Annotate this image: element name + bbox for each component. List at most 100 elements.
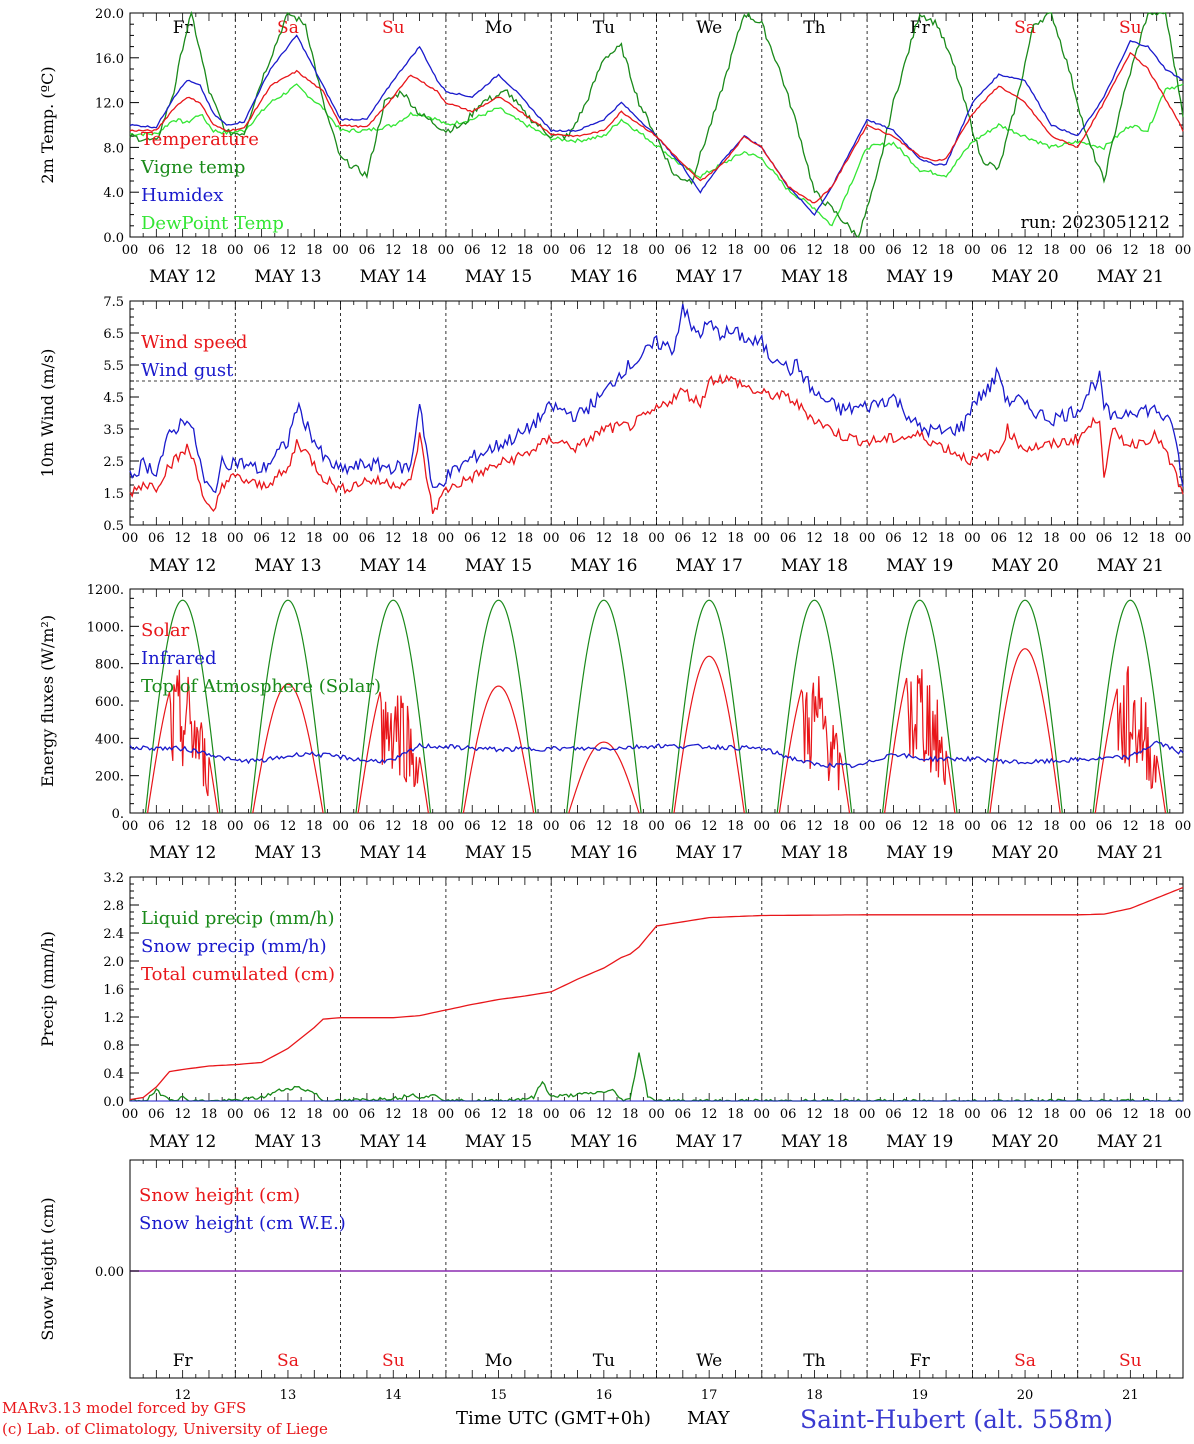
day-number-label: 21: [1122, 1388, 1139, 1403]
date-label: MAY 16: [570, 843, 637, 863]
date-label: MAY 16: [570, 267, 637, 287]
hour-tick-label: 06: [885, 819, 902, 834]
hour-tick-label: 00: [1069, 531, 1086, 546]
hour-tick-label: 12: [1017, 243, 1034, 258]
hour-tick-label: 00: [964, 243, 981, 258]
hour-tick-label: 18: [517, 243, 534, 258]
hour-tick-label: 18: [727, 1107, 744, 1122]
date-label: MAY 13: [254, 1132, 321, 1152]
y-tick-label: 0.0: [103, 1095, 124, 1110]
hour-tick-label: 00: [332, 531, 349, 546]
hour-tick-label: 00: [227, 243, 244, 258]
hour-tick-label: 00: [227, 531, 244, 546]
weekday-label: Fr: [910, 18, 931, 38]
y-axis-label: 2m Temp. (ºC): [38, 66, 57, 183]
hour-tick-label: 12: [174, 819, 191, 834]
hour-tick-label: 06: [885, 1107, 902, 1122]
hour-tick-label: 06: [569, 819, 586, 834]
y-axis-label: Precip (mm/h): [38, 931, 57, 1047]
hour-tick-label: 18: [1043, 819, 1060, 834]
hour-tick-label: 18: [517, 819, 534, 834]
day-number-label: 16: [596, 1388, 613, 1403]
legend-entry: Infrared: [141, 648, 216, 669]
date-label: MAY 20: [991, 843, 1058, 863]
date-label: MAY 18: [781, 1132, 848, 1152]
date-label: MAY 21: [1097, 843, 1164, 863]
hour-tick-label: 00: [438, 243, 455, 258]
hour-tick-label: 12: [385, 1107, 402, 1122]
hour-tick-label: 06: [1096, 531, 1113, 546]
day-number-label: 13: [280, 1388, 297, 1403]
weekday-label: We: [696, 18, 722, 38]
weekday-label: Fr: [910, 1351, 931, 1371]
hour-tick-label: 18: [1148, 531, 1165, 546]
date-label: MAY 18: [781, 843, 848, 863]
y-tick-label: 8.0: [103, 141, 124, 156]
y-tick-label: 1000.: [87, 620, 124, 635]
date-label: MAY 20: [991, 1132, 1058, 1152]
series-line-total-cumulated: [129, 886, 1184, 1101]
y-tick-label: 1.5: [103, 487, 124, 502]
hour-tick-label: 00: [1175, 243, 1192, 258]
hour-tick-label: 00: [648, 1107, 665, 1122]
hour-tick-label: 12: [280, 1107, 297, 1122]
series-line-temperature: [129, 51, 1184, 204]
hour-tick-label: 12: [1122, 1107, 1139, 1122]
hour-tick-label: 06: [780, 243, 797, 258]
hour-tick-label: 18: [411, 243, 428, 258]
hour-tick-label: 18: [622, 1107, 639, 1122]
day-number-label: 17: [701, 1388, 718, 1403]
hour-tick-label: 12: [806, 531, 823, 546]
date-label: MAY 16: [570, 556, 637, 576]
day-number-label: 14: [385, 1388, 402, 1403]
weekday-label: Su: [1119, 1351, 1142, 1371]
hour-tick-label: 00: [1175, 1107, 1192, 1122]
hour-tick-label: 06: [1096, 1107, 1113, 1122]
hour-tick-label: 06: [148, 243, 165, 258]
y-axis-label: Snow height (cm): [38, 1197, 57, 1340]
y-tick-label: 2.4: [103, 927, 124, 942]
hour-tick-label: 18: [622, 531, 639, 546]
y-tick-label: 200.: [95, 770, 124, 785]
hour-tick-label: 00: [648, 819, 665, 834]
weekday-label: Mo: [485, 1351, 513, 1371]
y-tick-label: 5.5: [103, 359, 124, 374]
y-tick-label: 3.5: [103, 423, 124, 438]
y-tick-label: 2.8: [103, 899, 124, 914]
plot-frame: [129, 300, 1184, 526]
hour-tick-label: 06: [359, 1107, 376, 1122]
credit-line-1: MARv3.13 model forced by GFS: [2, 1399, 246, 1417]
hour-tick-label: 00: [122, 531, 139, 546]
hour-tick-label: 18: [201, 243, 218, 258]
precip-panel: 0.0 0.4 0.8 1.2 1.6 2.0 2.4 2.8 3.2 Precip (mm/h)…: [38, 871, 1191, 1152]
y-tick-label: 4.5: [103, 391, 124, 406]
hour-tick-label: 00: [859, 531, 876, 546]
hour-tick-label: 06: [148, 531, 165, 546]
legend-entry: Liquid precip (mm/h): [141, 908, 335, 929]
y-tick-label: 1200.: [87, 583, 124, 598]
hour-tick-label: 18: [306, 243, 323, 258]
date-label: MAY 12: [149, 1132, 216, 1152]
weekday-label: Fr: [173, 1351, 194, 1371]
hour-tick-label: 00: [438, 531, 455, 546]
hour-tick-label: 18: [833, 243, 850, 258]
hour-tick-label: 18: [622, 243, 639, 258]
hour-tick-label: 06: [569, 243, 586, 258]
hour-tick-label: 00: [754, 1107, 771, 1122]
hour-tick-label: 18: [938, 243, 955, 258]
hour-tick-label: 18: [727, 531, 744, 546]
legend-entry: Vigne temp: [140, 157, 245, 178]
hour-tick-label: 12: [1017, 819, 1034, 834]
legend-entry: DewPoint Temp: [141, 213, 284, 234]
hour-tick-label: 12: [385, 531, 402, 546]
hour-tick-label: 00: [648, 243, 665, 258]
hour-tick-label: 18: [622, 819, 639, 834]
hour-tick-label: 12: [701, 1107, 718, 1122]
hour-tick-label: 00: [754, 243, 771, 258]
hour-tick-label: 00: [648, 531, 665, 546]
hour-tick-label: 00: [543, 531, 560, 546]
y-tick-label: 1.2: [103, 1011, 124, 1026]
hour-tick-label: 18: [517, 1107, 534, 1122]
hour-tick-label: 06: [780, 819, 797, 834]
